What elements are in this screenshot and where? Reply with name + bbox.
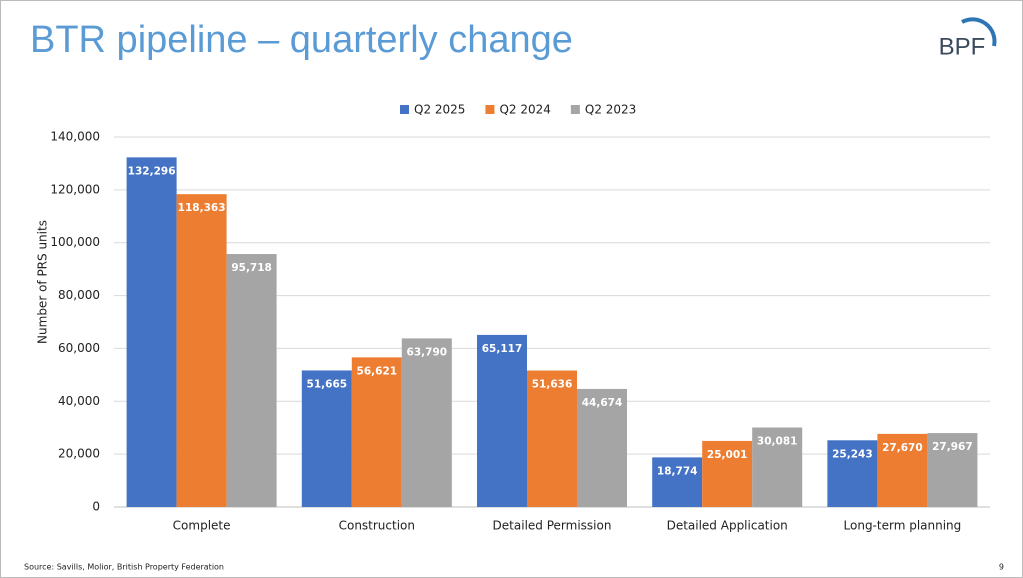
bar (126, 157, 177, 507)
x-tick-label: Detailed Application (667, 519, 788, 533)
bar (927, 433, 978, 507)
bar (226, 254, 277, 507)
bar (351, 357, 402, 507)
value-label: 118,363 (178, 202, 226, 214)
value-label: 18,774 (657, 465, 698, 477)
bar (752, 427, 803, 507)
value-label: 51,665 (307, 378, 348, 390)
value-label: 63,790 (407, 346, 448, 358)
legend-swatch (400, 105, 409, 114)
value-label: 65,117 (482, 343, 523, 355)
value-label: 27,670 (882, 442, 923, 454)
bar (877, 433, 928, 507)
bar (827, 440, 878, 507)
value-label: 51,636 (532, 379, 573, 391)
logo-arc (961, 17, 997, 47)
chart-title: BTR pipeline – quarterly change (30, 19, 573, 61)
source: Source: Savills, Molior, British Propert… (24, 563, 224, 572)
legend-label: Q2 2025 (414, 103, 465, 117)
legend-label: Q2 2024 (499, 103, 550, 117)
legend-label: Q2 2023 (585, 103, 636, 117)
x-tick-label: Complete (173, 519, 231, 533)
x-tick-label: Detailed Permission (493, 519, 612, 533)
bar (176, 194, 227, 507)
bar (401, 338, 452, 507)
x-tick-label: Long-term planning (844, 519, 962, 533)
y-tick-label: 80,000 (58, 288, 100, 302)
logo: BPF (939, 33, 986, 60)
y-tick-label: 0 (92, 500, 100, 514)
y-tick-label: 140,000 (50, 130, 100, 144)
value-label: 25,243 (832, 448, 873, 460)
y-tick-label: 120,000 (50, 182, 100, 196)
bar (477, 334, 527, 507)
bar (301, 370, 352, 507)
bar (652, 457, 703, 507)
value-label: 27,967 (932, 441, 973, 453)
page-number: 9 (999, 563, 1004, 572)
y-tick-label: 100,000 (50, 235, 100, 249)
value-label: 56,621 (357, 365, 398, 377)
y-tick-label: 60,000 (58, 341, 100, 355)
bar (527, 370, 577, 507)
y-axis-label: Number of PRS units (36, 220, 50, 344)
x-tick-label: Construction (339, 519, 415, 533)
y-tick-label: 40,000 (58, 394, 100, 408)
value-label: 30,081 (757, 436, 798, 448)
y-tick-label: 20,000 (58, 447, 100, 461)
value-label: 44,674 (582, 397, 623, 409)
legend-swatch (485, 105, 495, 114)
legend-swatch (570, 105, 580, 114)
bar (702, 440, 753, 507)
value-label: 95,718 (231, 262, 272, 274)
value-label: 25,001 (707, 449, 748, 461)
value-label: 132,296 (128, 165, 176, 177)
bar (577, 388, 627, 507)
